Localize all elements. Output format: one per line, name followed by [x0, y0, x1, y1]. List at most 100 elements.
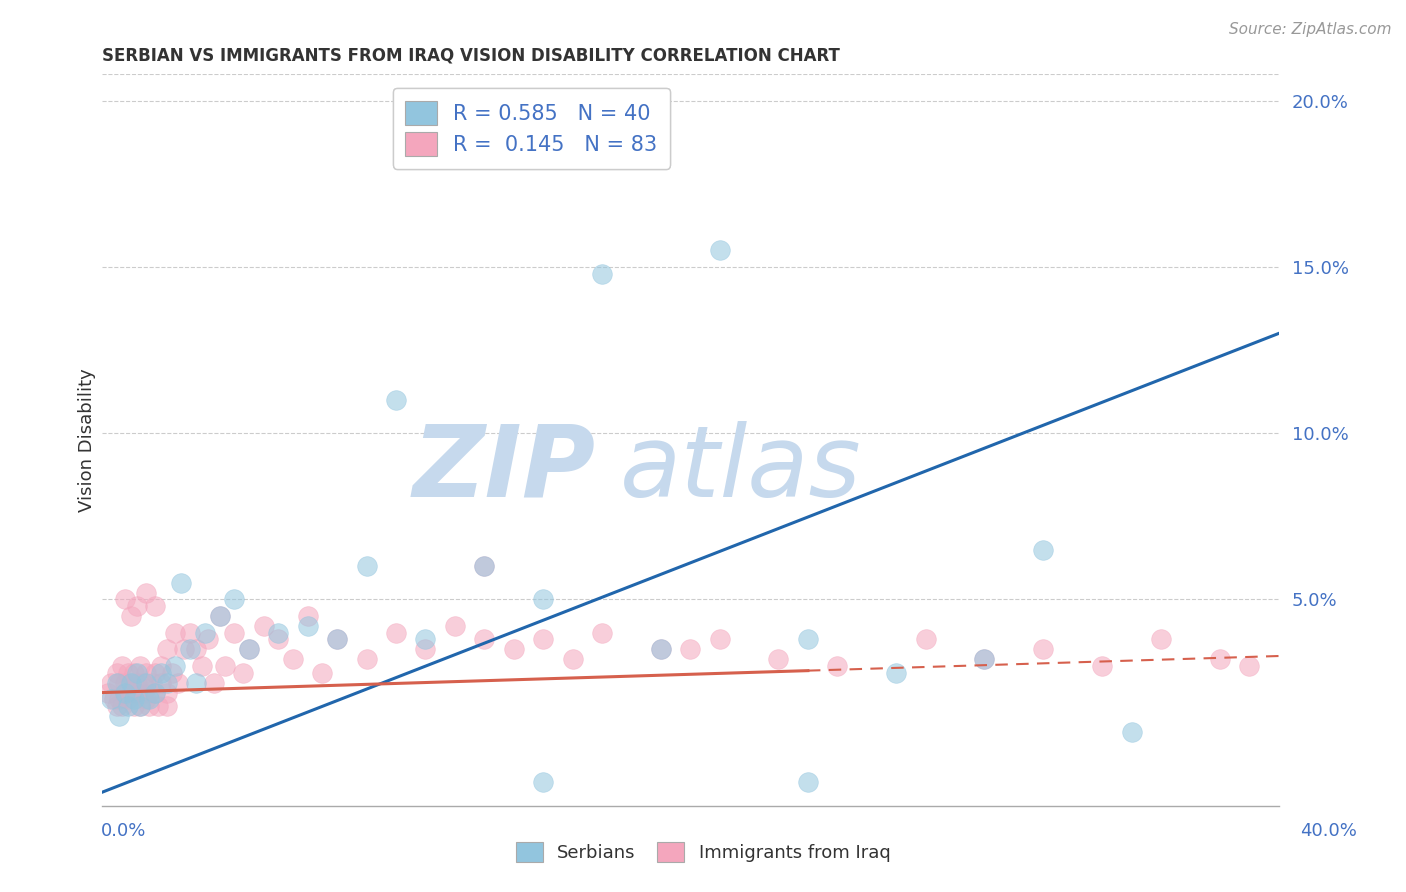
Point [149, 659, 172, 673]
Point [385, 625, 408, 640]
Point [120, 675, 142, 690]
Point [1209, 652, 1232, 666]
Point [472, 559, 495, 574]
Point [117, 698, 139, 713]
Point [120, 609, 142, 624]
Point [120, 685, 142, 699]
Point [103, 692, 125, 706]
Point [165, 625, 187, 640]
Point [135, 586, 157, 600]
Point [149, 665, 172, 680]
Point [197, 632, 219, 647]
Point [129, 698, 152, 713]
Point [1121, 725, 1143, 739]
Point [129, 659, 152, 673]
Point [472, 559, 495, 574]
Point [170, 575, 193, 590]
Point [797, 775, 820, 789]
Point [202, 675, 225, 690]
Point [650, 642, 672, 657]
Point [122, 665, 145, 680]
Point [127, 675, 149, 690]
Point [132, 685, 155, 699]
Point [232, 665, 254, 680]
Point [162, 665, 184, 680]
Point [179, 625, 201, 640]
Point [502, 642, 524, 657]
Point [531, 592, 554, 607]
Point [561, 652, 583, 666]
Point [768, 652, 790, 666]
Point [111, 698, 134, 713]
Point [326, 632, 349, 647]
Point [143, 685, 166, 699]
Point [238, 642, 260, 657]
Point [108, 692, 131, 706]
Point [253, 619, 276, 633]
Point [184, 675, 207, 690]
Point [117, 665, 139, 680]
Point [135, 692, 157, 706]
Point [167, 675, 190, 690]
Point [138, 685, 160, 699]
Point [114, 685, 136, 699]
Point [155, 675, 177, 690]
Point [135, 665, 157, 680]
Point [100, 692, 122, 706]
Point [105, 675, 128, 690]
Point [415, 632, 437, 647]
Text: Source: ZipAtlas.com: Source: ZipAtlas.com [1229, 22, 1392, 37]
Point [135, 675, 157, 690]
Point [356, 652, 378, 666]
Point [326, 632, 349, 647]
Point [114, 685, 136, 699]
Point [267, 632, 290, 647]
Point [143, 685, 166, 699]
Point [155, 642, 177, 657]
Point [1150, 632, 1173, 647]
Point [184, 642, 207, 657]
Point [138, 698, 160, 713]
Point [114, 675, 136, 690]
Legend: Serbians, Immigrants from Iraq: Serbians, Immigrants from Iraq [509, 834, 897, 870]
Point [165, 659, 187, 673]
Text: SERBIAN VS IMMIGRANTS FROM IRAQ VISION DISABILITY CORRELATION CHART: SERBIAN VS IMMIGRANTS FROM IRAQ VISION D… [101, 46, 839, 64]
Point [224, 625, 246, 640]
Point [143, 665, 166, 680]
Point [650, 642, 672, 657]
Point [385, 392, 408, 407]
Point [146, 698, 169, 713]
Point [173, 642, 195, 657]
Point [122, 698, 145, 713]
Point [100, 675, 122, 690]
Point [415, 642, 437, 657]
Point [827, 659, 849, 673]
Point [1091, 659, 1114, 673]
Point [129, 698, 152, 713]
Point [679, 642, 702, 657]
Point [973, 652, 995, 666]
Point [117, 692, 139, 706]
Point [127, 685, 149, 699]
Point [472, 632, 495, 647]
Text: 0.0%: 0.0% [101, 822, 146, 840]
Point [127, 599, 149, 614]
Y-axis label: Vision Disability: Vision Disability [79, 368, 96, 512]
Point [105, 665, 128, 680]
Point [179, 642, 201, 657]
Point [208, 609, 231, 624]
Point [531, 632, 554, 647]
Legend: R = 0.585   N = 40, R =  0.145   N = 83: R = 0.585 N = 40, R = 0.145 N = 83 [392, 88, 669, 169]
Point [238, 642, 260, 657]
Point [122, 692, 145, 706]
Point [120, 675, 142, 690]
Point [155, 698, 177, 713]
Point [591, 267, 613, 281]
Point [111, 659, 134, 673]
Point [709, 632, 731, 647]
Point [155, 685, 177, 699]
Point [108, 709, 131, 723]
Point [208, 609, 231, 624]
Point [138, 692, 160, 706]
Point [297, 619, 319, 633]
